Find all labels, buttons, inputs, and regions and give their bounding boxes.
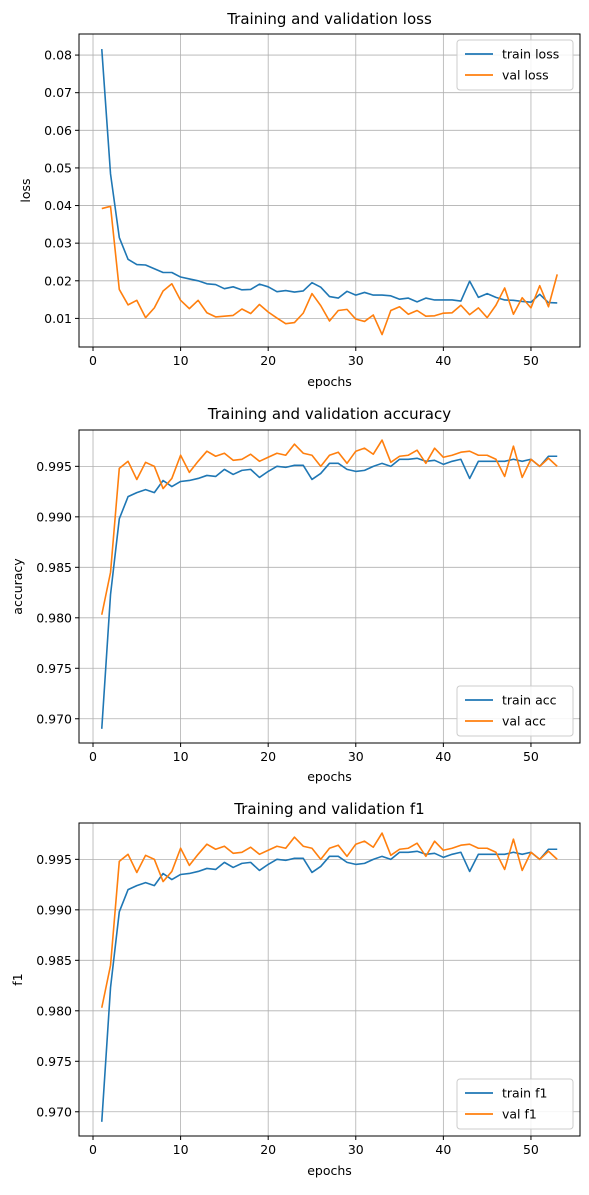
legend-label: train acc (502, 693, 557, 708)
y-tick-label: 0.05 (44, 160, 72, 175)
legend-box (456, 39, 574, 91)
legend-label: val acc (502, 714, 546, 729)
y-axis-label: accuracy (10, 558, 25, 615)
series-line-train-loss (100, 48, 558, 304)
chart-title: Training and validation accuracy (207, 405, 451, 423)
y-tick-label: 0.08 (44, 48, 72, 63)
series-line-train-f1 (100, 848, 558, 1122)
y-tick-label: 0.970 (36, 1104, 72, 1119)
y-tick-label: 0.06 (44, 123, 72, 138)
legend: train loss val loss (456, 39, 574, 91)
x-tick-label: 40 (435, 749, 451, 764)
axes-frame (78, 33, 581, 348)
x-tick-label: 30 (348, 1142, 364, 1157)
y-tick-label: 0.995 (36, 852, 72, 867)
y-tick-label: 0.990 (36, 902, 72, 917)
y-tick-label: 0.975 (36, 1054, 72, 1069)
y-tick-label: 0.980 (36, 1003, 72, 1018)
series-line-val-acc (100, 439, 558, 615)
axes-frame (78, 429, 581, 744)
legend-label: train loss (502, 47, 559, 62)
x-tick-label: 10 (173, 1142, 189, 1157)
legend-label: val loss (502, 68, 549, 83)
y-tick-label: 0.970 (36, 711, 72, 726)
chart-title: Training and validation f1 (233, 800, 424, 818)
x-tick-label: 50 (523, 749, 539, 764)
chart-panel-3: Training and validation f1 0 10 20 30 40 50 0.9… (10, 800, 581, 1178)
legend-box (456, 685, 574, 737)
x-tick-label: 10 (173, 749, 189, 764)
series-line-val-loss (101, 205, 559, 336)
y-tick-label: 0.995 (36, 459, 72, 474)
x-tick-label: 40 (435, 353, 451, 368)
legend: train f1 val f1 (456, 1078, 574, 1130)
x-tick-label: 0 (89, 1142, 97, 1157)
axes-frame (78, 822, 581, 1137)
x-tick-label: 0 (89, 353, 97, 368)
legend: train acc val acc (456, 685, 574, 737)
y-tick-label: 0.07 (44, 85, 72, 100)
y-tick-label: 0.975 (36, 661, 72, 676)
y-axis-label: f1 (10, 973, 25, 985)
y-tick-label: 0.985 (36, 953, 72, 968)
x-axis-label: epochs (307, 374, 352, 389)
legend-box (456, 1078, 574, 1130)
series-line-train-acc (100, 455, 558, 729)
x-tick-label: 20 (260, 749, 276, 764)
y-tick-label: 0.04 (44, 198, 72, 213)
x-tick-label: 0 (89, 749, 97, 764)
x-tick-label: 10 (173, 353, 189, 368)
series-line-val-f1 (100, 832, 558, 1008)
legend-label: train f1 (502, 1086, 547, 1101)
x-tick-label: 50 (523, 1142, 539, 1157)
y-tick-label: 0.01 (44, 311, 72, 326)
x-tick-label: 30 (348, 749, 364, 764)
legend-label: val f1 (502, 1107, 537, 1122)
y-tick-label: 0.980 (36, 610, 72, 625)
y-tick-label: 0.990 (36, 509, 72, 524)
y-tick-label: 0.03 (44, 236, 72, 251)
x-tick-label: 30 (348, 353, 364, 368)
x-tick-label: 20 (260, 353, 276, 368)
y-axis-label: loss (18, 178, 33, 202)
y-tick-label: 0.02 (44, 273, 72, 288)
x-axis-label: epochs (307, 1163, 352, 1178)
chart-panel-2: Training and validation accuracy 0 10 20 30 4… (10, 405, 581, 784)
x-tick-label: 50 (523, 353, 539, 368)
y-tick-label: 0.985 (36, 560, 72, 575)
x-tick-label: 40 (435, 1142, 451, 1157)
x-tick-label: 20 (260, 1142, 276, 1157)
x-axis-label: epochs (307, 769, 352, 784)
chart-title: Training and validation loss (226, 10, 432, 28)
chart-panel-1: Training and validation loss 0 10 20 30 40 50 0… (18, 10, 581, 389)
